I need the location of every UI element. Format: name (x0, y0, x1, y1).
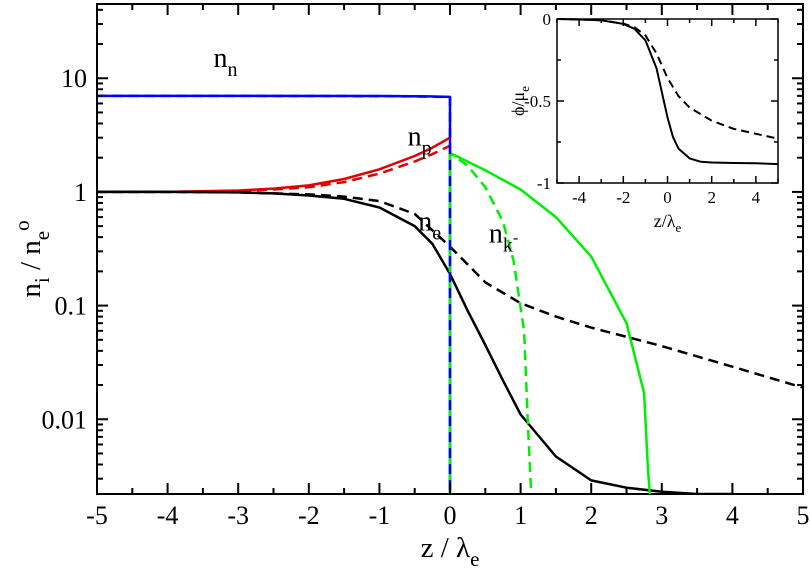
x-tick-label: 1 (514, 501, 527, 530)
inset-x-tick-label: -2 (616, 188, 630, 207)
series-line-6 (448, 151, 533, 494)
main-plot: -5 -4 -3 -2 -1 0 1 2 3 4 5 0.01 0.1 1 10 nn np ne nk-z / λ… (10, 3, 810, 571)
inset-x-tick-label: 0 (663, 188, 672, 207)
series-label-0: nn (213, 43, 237, 81)
inset-y-axis-title: ϕ/μe (508, 86, 532, 116)
series-line-7 (97, 94, 452, 494)
y-tick-label: 1 (74, 178, 87, 207)
inset-x-tick-label: 4 (752, 188, 761, 207)
inset-x-tick-label: 2 (707, 188, 716, 207)
series-label-3: ne (418, 206, 441, 244)
y-tick-label: 0.1 (55, 292, 88, 321)
y-tick-label: 10 (61, 64, 87, 93)
x-tick-label: 2 (585, 501, 598, 530)
x-tick-label: -5 (86, 501, 108, 530)
x-tick-label: 3 (655, 501, 668, 530)
x-tick-label: -1 (369, 501, 391, 530)
x-tick-label: 5 (797, 501, 810, 530)
series-line-2 (97, 144, 451, 194)
inset-y-tick-label: -0.5 (524, 92, 551, 111)
x-tick-label: -3 (227, 501, 249, 530)
series-line-3 (97, 190, 733, 494)
series-label-5: nk- (489, 218, 518, 256)
inset-x-tick-label: -4 (572, 188, 587, 207)
inset-y-tick-label: -1 (537, 174, 551, 193)
x-tick-label: -2 (298, 501, 320, 530)
series-label-1: np (408, 122, 432, 160)
x-axis-title: z / λe (421, 532, 480, 571)
inset-plot: -4 -2 0 2 4 0 -0.5 -1 z/λe ϕ/μe (508, 10, 779, 235)
inset-y-tick-label: 0 (543, 10, 552, 29)
x-tick-label: 0 (444, 501, 457, 530)
series-line-1 (97, 136, 451, 194)
y-axis-title: ni / neo (10, 220, 54, 297)
inset-x-axis-title: z/λe (654, 211, 682, 235)
x-tick-label: -4 (157, 501, 179, 530)
series-group (97, 94, 803, 494)
y-tick-label: 0.01 (42, 405, 88, 434)
inset-frame (556, 18, 779, 184)
series-line-0 (97, 94, 452, 494)
x-tick-label: 4 (726, 501, 739, 530)
series-line-4 (97, 190, 803, 389)
